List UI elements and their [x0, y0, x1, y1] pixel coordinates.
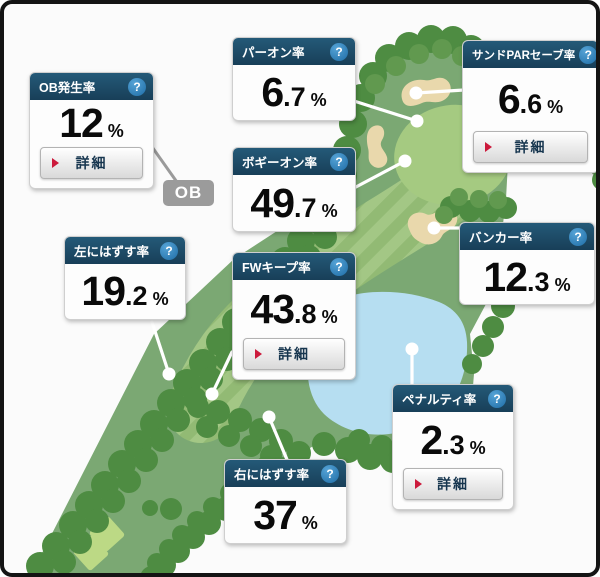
card-header: バンカー率 ? — [460, 223, 594, 250]
callout-dot-bogey-on — [398, 154, 412, 168]
callout-dot-fw-keep — [205, 387, 219, 401]
callout-dot-sand-save — [409, 86, 423, 100]
card-title: 右にはずす率 — [234, 468, 310, 482]
card-header: OB発生率 ? — [30, 73, 153, 100]
card-title: OB発生率 — [39, 81, 96, 95]
stat-card-miss-right-rate: 右にはずす率 ? 37% — [224, 459, 347, 544]
card-header: FWキープ率 ? — [233, 253, 355, 280]
card-title: FWキープ率 — [242, 261, 311, 275]
card-header: 左にはずす率 ? — [65, 237, 185, 264]
card-header: ペナルティ率 ? — [393, 385, 513, 412]
help-icon[interactable]: ? — [569, 227, 587, 246]
detail-arrow-icon — [485, 142, 492, 152]
detail-button[interactable]: 詳細 — [243, 338, 345, 370]
card-title: サンドPARセーブ率 — [472, 49, 576, 62]
tree-cluster-bunker — [435, 188, 517, 224]
stat-card-bunker-rate: バンカー率 ? 12.3% — [459, 222, 595, 305]
card-title: ボギーオン率 — [242, 156, 318, 170]
stat-value: 2.3% — [420, 416, 486, 463]
detail-arrow-icon — [255, 349, 262, 359]
stat-value: 6.7% — [261, 69, 327, 115]
callout-dots — [162, 86, 441, 424]
callout-dot-penalty — [405, 342, 419, 356]
stat-card-par-on-rate: パーオン率 ? 6.7% — [232, 37, 356, 121]
detail-arrow-icon — [52, 158, 59, 168]
stat-value: 37% — [253, 491, 318, 538]
callout-line-par-on — [352, 99, 419, 123]
stat-value: 19.2% — [81, 268, 169, 314]
card-title: パーオン率 — [242, 46, 305, 60]
callout-line-sand-save — [414, 88, 466, 95]
detail-arrow-icon — [415, 479, 422, 489]
callout-dot-miss-left — [162, 367, 176, 381]
help-icon[interactable]: ? — [330, 152, 348, 171]
help-icon[interactable]: ? — [128, 77, 146, 96]
ob-map-label: OB — [163, 180, 214, 206]
card-header: 右にはずす率 ? — [225, 460, 346, 487]
card-title: 左にはずす率 — [74, 245, 150, 259]
stat-card-sand-par-save-rate: サンドPARセーブ率 ? 6.6% 詳細 — [462, 40, 596, 173]
stat-card-miss-left-rate: 左にはずす率 ? 19.2% — [64, 236, 186, 320]
help-icon[interactable]: ? — [330, 257, 348, 276]
card-header: パーオン率 ? — [233, 38, 355, 65]
callout-dot-miss-right — [262, 410, 276, 424]
detail-button[interactable]: 詳細 — [403, 468, 503, 500]
stat-card-fw-keep-rate: FWキープ率 ? 43.8% 詳細 — [232, 252, 356, 380]
card-title: バンカー率 — [469, 231, 533, 245]
callout-line-fw-keep — [210, 350, 234, 396]
stat-value: 12% — [59, 100, 124, 146]
stat-card-penalty-rate: ペナルティ率 ? 2.3% 詳細 — [392, 384, 514, 510]
detail-button[interactable]: 詳細 — [473, 131, 588, 163]
stat-value: 49.7% — [250, 179, 338, 226]
card-header: サンドPARセーブ率 ? — [463, 41, 596, 68]
detail-button[interactable]: 詳細 — [40, 147, 143, 179]
bunker-left — [366, 125, 388, 168]
help-icon[interactable]: ? — [579, 45, 596, 64]
callout-line-miss-right — [267, 415, 290, 464]
callout-line-bogey-on — [352, 159, 407, 190]
help-icon[interactable]: ? — [330, 42, 348, 61]
stat-card-ob-rate: OB発生率 ? 12% 詳細 — [29, 72, 154, 189]
stat-value: 12.3% — [483, 253, 571, 300]
card-title: ペナルティ率 — [402, 393, 477, 407]
help-icon[interactable]: ? — [488, 389, 506, 408]
stat-value: 6.6% — [497, 76, 564, 122]
callout-line-miss-left — [150, 320, 171, 376]
callout-dot-par-on — [410, 114, 424, 128]
stat-value: 43.8% — [250, 285, 338, 332]
card-header: ボギーオン率 ? — [233, 148, 355, 175]
stat-card-bogey-on-rate: ボギーオン率 ? 49.7% — [232, 147, 356, 232]
callout-dot-bunker — [427, 221, 441, 235]
help-icon[interactable]: ? — [160, 241, 178, 260]
help-icon[interactable]: ? — [321, 464, 339, 483]
